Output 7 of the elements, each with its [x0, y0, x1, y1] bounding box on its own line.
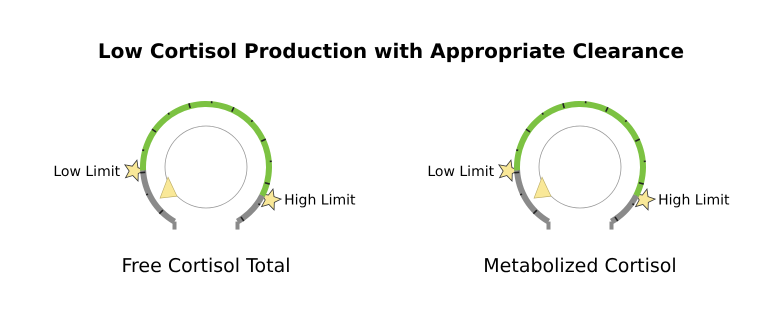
text: High Limit: [284, 192, 356, 209]
text: Low Limit: [427, 164, 495, 180]
text: High Limit: [658, 192, 730, 209]
text: Low Limit: [53, 164, 121, 180]
text: Free Cortisol Total: [121, 255, 291, 277]
text: Low Cortisol Production with Appropriate Clearance: [98, 39, 684, 63]
text: Metabolized Cortisol: [483, 255, 677, 277]
